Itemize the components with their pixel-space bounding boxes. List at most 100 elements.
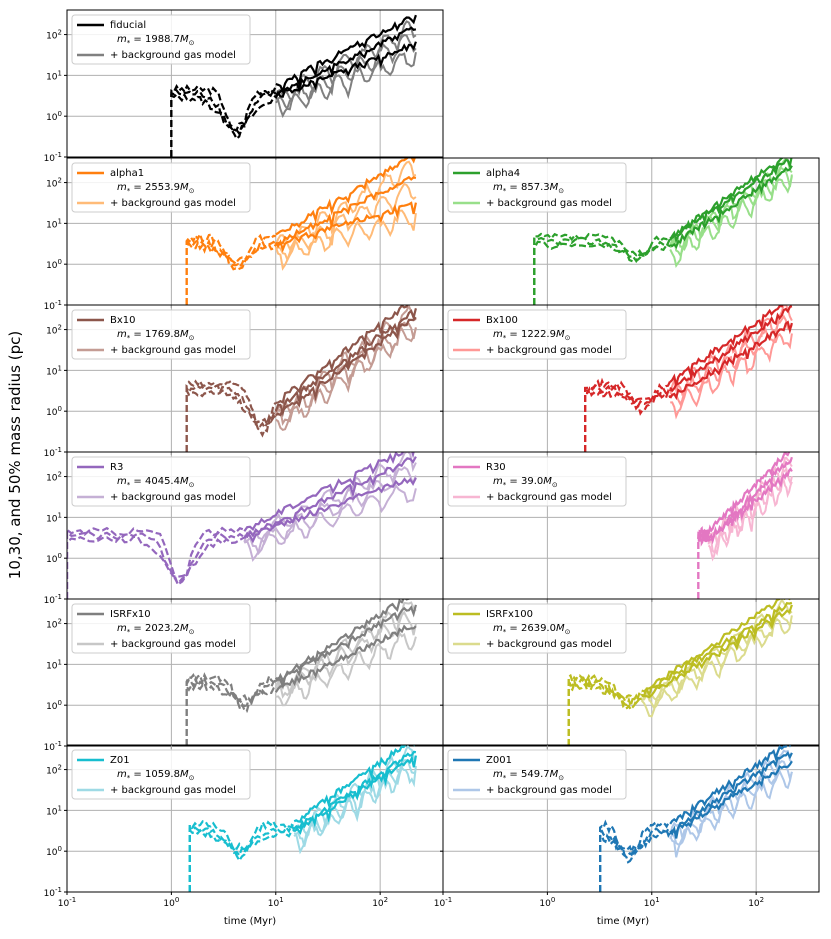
legend-box [71,14,251,65]
legend: Bx10 m* = 1769.8M⊙ + background gas model [71,309,251,360]
legend-mass: m* = 2553.9M⊙ [117,182,195,195]
series-solid-line [669,305,793,393]
series-solid-line [293,745,415,823]
figure-xlabel-left: time (Myr) [224,916,276,927]
series-lines [67,452,417,599]
tick-label: 100 [46,552,62,565]
y-axis: 10-1 100 101 102 [44,177,67,312]
series-dashed-line [67,534,245,599]
grid [67,745,443,892]
series-background-gas-line [670,332,793,420]
panel-Bx10: 10-1 100 101 102 Bx10 m* = 1769.8M⊙ + backgrou… [44,304,444,459]
legend-box [71,456,251,507]
series-solid-line [669,158,793,244]
series-dashed-line [185,383,277,452]
series-solid-line [641,604,793,699]
series-dashed-line [67,526,245,599]
tick-label: 100 [46,110,62,123]
legend-label-background: + background gas model [486,345,612,356]
legend-label-model: alpha4 [486,168,520,179]
panels: 10-1 100 101 102 fiducial m* = 1988.7M⊙ + back… [44,9,820,909]
series-dashed-line [188,823,296,892]
series-solid-line [669,760,793,839]
series-lines [185,305,417,452]
tick-label: 10-1 [44,593,62,606]
series-lines [185,599,417,746]
tick-label: 10-1 [44,886,62,899]
series-background-gas-line [293,759,417,847]
y-axis [440,623,443,747]
tick-label: 101 [46,511,62,524]
legend-box [447,456,627,507]
tick-label: 100 [539,896,555,909]
series-solid-line [669,165,793,249]
series-background-gas-line [707,477,793,562]
legend-label-model: ISRFx100 [486,609,533,620]
panel-alpha4: alpha4 m* = 857.3M⊙ + background gas model [440,157,820,308]
series-solid-line [243,452,415,532]
tick-label: 101 [268,896,284,909]
series-dashed-line [584,386,672,452]
panel-frame [442,598,820,747]
legend-label-background: + background gas model [486,785,612,796]
panel-frame [66,9,444,158]
tick-label: 102 [748,896,764,909]
legend: ISRFx10 m* = 2023.2M⊙ + background gas mod… [71,603,251,654]
series-solid-line [669,305,784,386]
series-dashed-line [697,534,710,599]
tick-label: 10-1 [44,446,62,459]
panel-Z01: 10-1 100 101 102 10-1 100 101 102 Z01 m* = 1059.8… [44,744,444,909]
legend-mass: m* = 1988.7M⊙ [117,34,195,47]
series-background-gas-line [274,209,417,271]
panel-ISRFx100: ISRFx100 m* = 2639.0M⊙ + background gas mo… [440,598,820,749]
series-solid-line [243,477,417,544]
legend-label-background: + background gas model [486,492,612,503]
legend-mass: m* = 2639.0M⊙ [493,623,571,636]
legend-box [71,162,251,213]
panel-Z001: 10-1 100 101 102 Z001 m* = 549.7M⊙ + backgroun… [434,744,820,909]
series-dashed-line [185,238,277,305]
series-background-gas-line [669,314,793,407]
series-dashed-line [567,679,642,746]
legend: R3 m* = 4045.4M⊙ + background gas model [71,456,251,507]
legend-label-background: + background gas model [110,345,236,356]
series-dashed-line [185,675,276,746]
y-axis: 10-1 100 101 102 [44,324,67,459]
panel-frame [442,744,820,893]
series-solid-line [274,599,410,684]
legend-label-model: ISRFx10 [110,609,151,620]
series-solid-line [274,201,417,253]
series-dashed-line [170,92,277,157]
legend-label-model: Bx10 [110,315,136,326]
panel-R30: R30 m* = 39.0M⊙ + background gas model [440,451,820,602]
panel-Bx100: Bx100 m* = 1222.9M⊙ + background gas model [440,304,820,455]
series-lines [185,158,417,305]
legend-mass: m* = 549.7M⊙ [493,769,564,782]
tick-label: 101 [46,364,62,377]
series-lines [584,305,793,452]
tick-label: 102 [46,29,62,42]
x-axis: 10-1 100 101 102 [434,892,764,909]
series-solid-line [707,467,793,542]
x-axis: 10-1 100 101 102 [58,892,388,909]
panel-ISRFx10: 10-1 100 101 102 ISRFx10 m* = 2023.2M⊙ + backg… [44,598,444,753]
series-dashed-line [170,83,277,157]
series-solid-line [275,158,416,236]
y-axis: 10-1 100 101 102 [44,618,67,753]
series-dashed-line [584,384,672,452]
series-solid-line [275,316,417,417]
series-background-gas-line [275,34,417,111]
tick-label: 102 [46,471,62,484]
series-background-gas-line [244,466,417,556]
series-solid-line [274,604,417,690]
series-dashed-line [584,377,672,452]
series-background-gas-line [293,765,417,855]
series-background-gas-line [243,452,417,546]
panel-fiducial: 10-1 100 101 102 fiducial m* = 1988.7M⊙ + back… [44,9,444,164]
series-solid-line [275,14,417,95]
series-dashed-line [185,681,277,746]
legend-label-background: + background gas model [486,639,612,650]
series-background-gas-line [275,327,417,432]
series-lines [170,14,417,157]
